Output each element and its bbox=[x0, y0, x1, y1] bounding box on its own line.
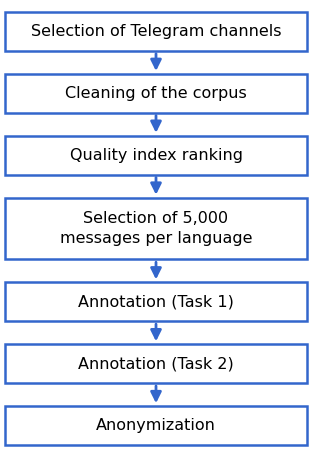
Text: Selection of Telegram channels: Selection of Telegram channels bbox=[31, 24, 281, 39]
Text: Annotation (Task 2): Annotation (Task 2) bbox=[78, 356, 234, 371]
Text: Cleaning of the corpus: Cleaning of the corpus bbox=[65, 86, 247, 101]
Text: Anonymization: Anonymization bbox=[96, 418, 216, 433]
Text: Annotation (Task 1): Annotation (Task 1) bbox=[78, 294, 234, 309]
Bar bbox=[5, 74, 307, 113]
Text: Quality index ranking: Quality index ranking bbox=[70, 148, 242, 163]
Bar bbox=[5, 406, 307, 445]
Bar bbox=[5, 198, 307, 259]
Text: Selection of 5,000
messages per language: Selection of 5,000 messages per language bbox=[60, 211, 252, 246]
Bar bbox=[5, 282, 307, 321]
Bar bbox=[5, 136, 307, 175]
Bar bbox=[5, 12, 307, 51]
Bar bbox=[5, 344, 307, 383]
